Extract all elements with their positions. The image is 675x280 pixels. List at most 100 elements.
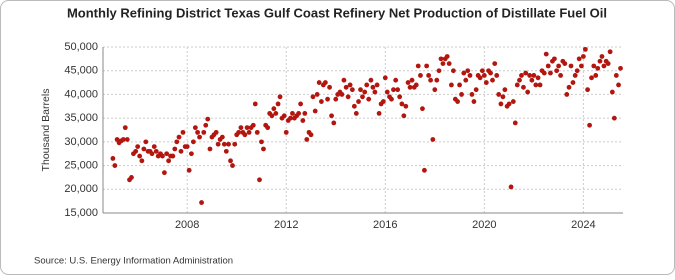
y-tick-label: 20,000 bbox=[64, 183, 98, 195]
point bbox=[135, 144, 141, 150]
x-tick-label: 2008 bbox=[175, 219, 199, 231]
point bbox=[399, 101, 405, 107]
point bbox=[207, 146, 213, 152]
point bbox=[139, 158, 145, 164]
point bbox=[616, 82, 621, 88]
x-tick-label: 2012 bbox=[274, 219, 298, 231]
point bbox=[537, 82, 543, 88]
point bbox=[465, 68, 471, 74]
point bbox=[613, 73, 619, 78]
point bbox=[587, 122, 592, 128]
point bbox=[541, 70, 547, 76]
point bbox=[236, 129, 242, 135]
point bbox=[568, 63, 574, 69]
point bbox=[192, 125, 198, 131]
point bbox=[418, 73, 423, 78]
point bbox=[488, 70, 493, 76]
point bbox=[579, 63, 584, 69]
point bbox=[525, 89, 531, 95]
point bbox=[562, 61, 568, 66]
point bbox=[353, 111, 359, 116]
point bbox=[449, 82, 454, 88]
point bbox=[300, 118, 306, 123]
point bbox=[597, 58, 603, 64]
point bbox=[162, 170, 167, 176]
point bbox=[343, 84, 349, 90]
point bbox=[376, 111, 382, 116]
point bbox=[370, 84, 376, 90]
point bbox=[512, 120, 518, 126]
point bbox=[259, 139, 264, 145]
point bbox=[112, 163, 118, 168]
point bbox=[552, 56, 557, 62]
point bbox=[325, 96, 330, 102]
point bbox=[366, 96, 372, 102]
point bbox=[595, 65, 601, 71]
point bbox=[494, 73, 500, 78]
point bbox=[469, 92, 475, 97]
point bbox=[444, 54, 450, 59]
point bbox=[510, 99, 516, 104]
point bbox=[137, 153, 143, 159]
chart-title: Monthly Refining District Texas Gulf Coa… bbox=[67, 5, 607, 20]
point bbox=[405, 80, 411, 85]
point bbox=[180, 129, 186, 135]
point bbox=[269, 113, 275, 119]
point bbox=[436, 68, 442, 74]
y-tick-label: 15,000 bbox=[64, 207, 98, 219]
point bbox=[199, 200, 204, 205]
point bbox=[420, 106, 425, 112]
point bbox=[415, 63, 421, 69]
point bbox=[176, 134, 182, 140]
point bbox=[273, 111, 279, 116]
point bbox=[535, 75, 541, 81]
point bbox=[609, 89, 615, 95]
point bbox=[529, 77, 535, 83]
point bbox=[463, 77, 469, 83]
point bbox=[477, 75, 483, 81]
x-tick-label: 2020 bbox=[472, 219, 496, 231]
point bbox=[164, 151, 170, 157]
point bbox=[232, 141, 238, 147]
point bbox=[226, 141, 231, 147]
point bbox=[424, 63, 430, 69]
point bbox=[310, 94, 316, 100]
point bbox=[438, 56, 444, 62]
point bbox=[203, 122, 209, 128]
point bbox=[308, 132, 314, 138]
point bbox=[384, 89, 390, 95]
point bbox=[290, 111, 295, 116]
point bbox=[591, 63, 597, 69]
point bbox=[506, 101, 512, 107]
point bbox=[298, 101, 303, 107]
point bbox=[500, 94, 506, 100]
point bbox=[514, 82, 520, 88]
point bbox=[143, 139, 149, 145]
point bbox=[496, 92, 502, 97]
y-tick-label: 40,000 bbox=[64, 88, 98, 100]
point bbox=[195, 129, 200, 135]
point bbox=[250, 122, 256, 128]
point bbox=[197, 134, 202, 140]
point bbox=[170, 153, 176, 159]
point bbox=[519, 73, 524, 78]
point bbox=[322, 80, 328, 85]
point bbox=[228, 158, 233, 164]
point bbox=[356, 99, 361, 104]
point bbox=[426, 73, 432, 78]
point bbox=[607, 49, 613, 55]
point bbox=[492, 61, 498, 66]
point bbox=[271, 106, 277, 112]
point bbox=[120, 137, 126, 142]
point bbox=[422, 167, 427, 173]
point bbox=[319, 99, 324, 104]
point bbox=[533, 82, 539, 88]
point bbox=[576, 56, 582, 62]
point bbox=[517, 77, 522, 83]
point bbox=[459, 92, 464, 97]
source-note: Source: U.S. Energy Information Administ… bbox=[34, 256, 233, 267]
point bbox=[558, 73, 563, 78]
point bbox=[374, 82, 380, 88]
y-tick-label: 35,000 bbox=[64, 112, 98, 124]
